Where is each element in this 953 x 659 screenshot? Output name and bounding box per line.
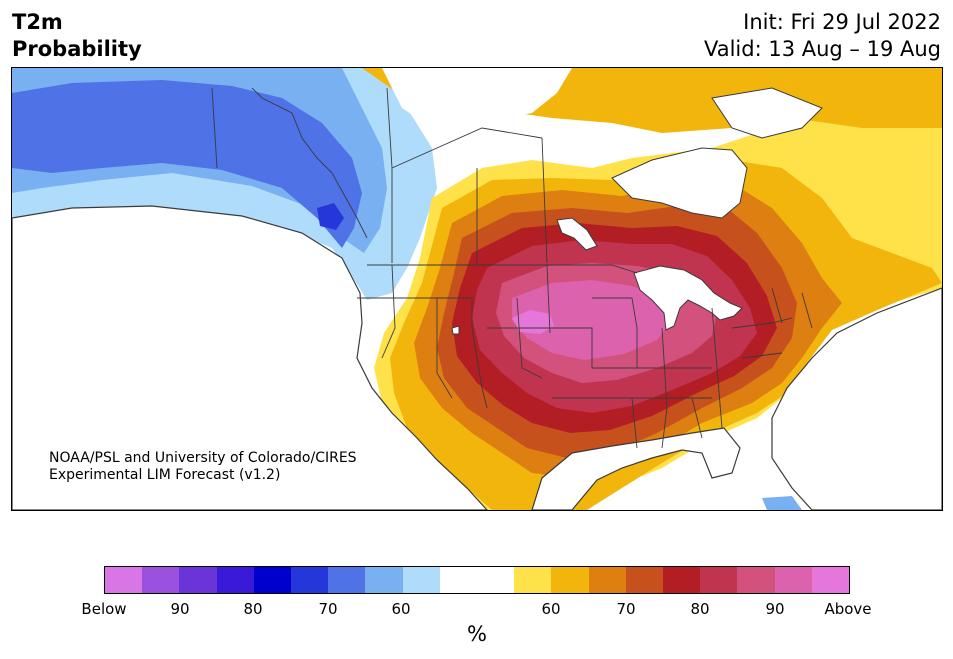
colorbar xyxy=(104,566,850,594)
manitoba-lakes xyxy=(556,217,598,251)
political-borders xyxy=(211,87,813,449)
colorbar-segment xyxy=(179,567,217,593)
pacific-ocean xyxy=(12,205,488,510)
atlantic-ocean xyxy=(771,287,942,510)
colorbar-tick-label: Above xyxy=(824,600,872,618)
credit-line-1: NOAA/PSL and University of Colorado/CIRE… xyxy=(49,450,357,466)
colorbar-segment xyxy=(402,567,440,593)
colorbar-segment xyxy=(811,567,850,593)
colorbar-segment xyxy=(551,567,589,593)
valid-range: Valid: 13 Aug – 19 Aug xyxy=(703,37,941,61)
arctic-water xyxy=(382,68,572,128)
title-product: Probability xyxy=(12,37,142,61)
colorbar-tick-label: 90 xyxy=(765,600,785,618)
colorbar-segment xyxy=(365,567,403,593)
colorbar-segment xyxy=(253,567,292,593)
colorbar-segment xyxy=(328,567,366,593)
colorbar-segment xyxy=(105,567,143,593)
colorbar-segment xyxy=(625,567,664,593)
caribbean-blue xyxy=(762,496,802,510)
great-salt-lake xyxy=(451,325,460,335)
colorbar-segment xyxy=(142,567,180,593)
colorbar-segment xyxy=(291,567,329,593)
colorbar-tick-label: Below xyxy=(81,600,127,618)
colorbar-tick-label: 90 xyxy=(170,600,190,618)
credit-text: NOAA/PSL and University of Colorado/CIRE… xyxy=(49,450,357,484)
gulf-of-mexico xyxy=(531,427,741,510)
forecast-map xyxy=(11,67,943,511)
map-canvas xyxy=(12,68,942,510)
colorbar-tick-label: 80 xyxy=(690,600,710,618)
baffin-water xyxy=(711,87,823,139)
colorbar-tick-label: 60 xyxy=(541,600,561,618)
init-date: Init: Fri 29 Jul 2022 xyxy=(743,10,941,34)
title-variable: T2m xyxy=(12,10,63,34)
colorbar-tick-label: 80 xyxy=(243,600,263,618)
colorbar-segment xyxy=(477,567,515,593)
region-blue-deep xyxy=(317,203,344,230)
colorbar-segment xyxy=(216,567,254,593)
colorbar-tick-label: 60 xyxy=(391,600,411,618)
colorbar-segment xyxy=(514,567,552,593)
colorbar-segment xyxy=(774,567,812,593)
colorbar-segment xyxy=(439,567,478,593)
colorbar-segment xyxy=(588,567,626,593)
region-blue xyxy=(12,80,362,248)
colorbar-unit: % xyxy=(467,622,487,646)
colorbar-segment xyxy=(737,567,775,593)
credit-line-2: Experimental LIM Forecast (v1.2) xyxy=(49,467,281,483)
colorbar-segment xyxy=(700,567,738,593)
colorbar-tick-label: 70 xyxy=(616,600,636,618)
colorbar-segment xyxy=(663,567,701,593)
colorbar-tick-label: 70 xyxy=(318,600,338,618)
hudson-bay xyxy=(611,147,748,219)
date-info: Init: Fri 29 Jul 2022 Valid: 13 Aug – 19… xyxy=(704,9,941,63)
chart-title: T2m Probability xyxy=(12,9,142,63)
